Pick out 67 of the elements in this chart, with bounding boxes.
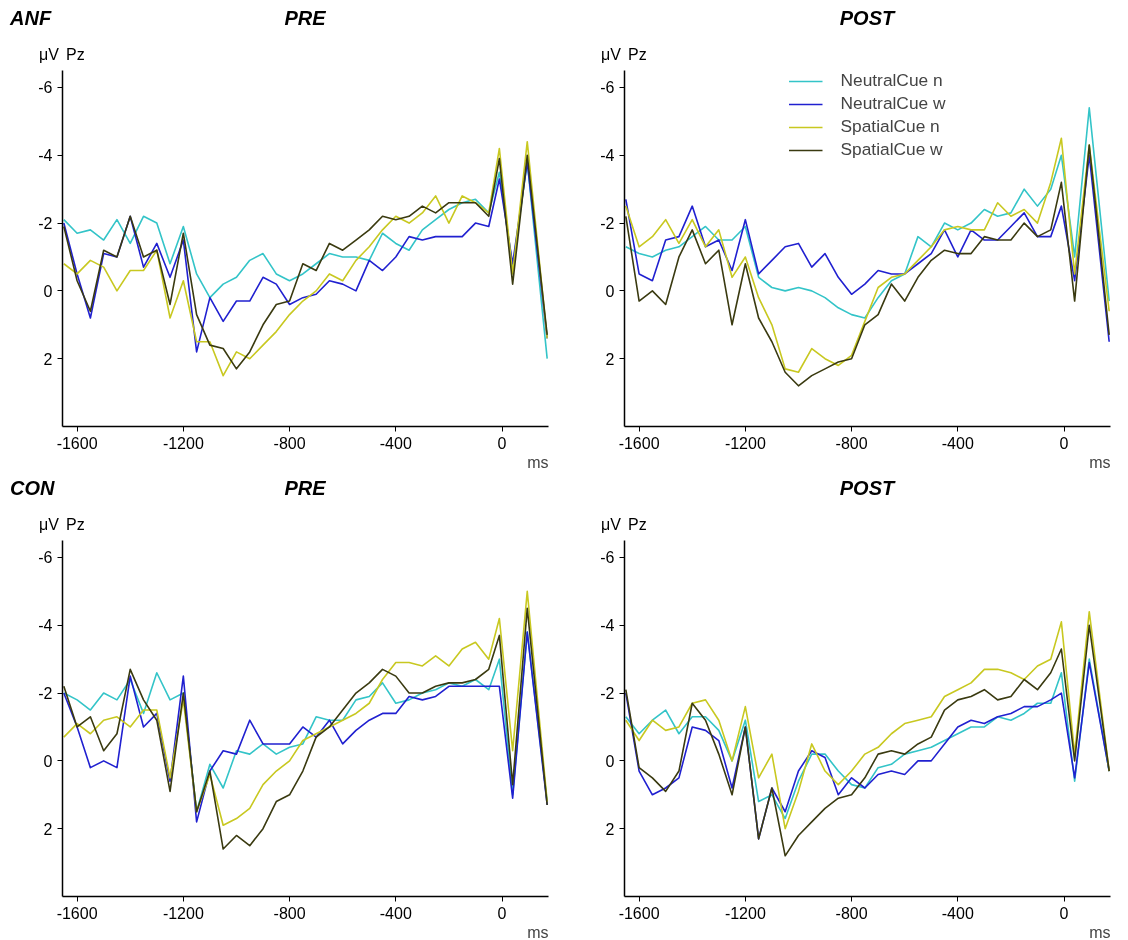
text: Pz: [628, 45, 647, 65]
y-tick-label: 2: [43, 820, 53, 838]
y-tick-label: 2: [43, 350, 53, 368]
x-tick-label: -1200: [724, 434, 766, 452]
y-tick-label: 2: [605, 820, 615, 838]
x-tick-label: -800: [273, 434, 306, 452]
x-tick-label: -1600: [618, 434, 660, 452]
y-axis-title: μV: [601, 45, 621, 65]
x-tick-label: -800: [835, 904, 868, 922]
y-tick-label: -2: [600, 215, 615, 233]
x-tick-label: -800: [273, 904, 306, 922]
line-series: [625, 107, 1110, 319]
text: Pz: [66, 515, 85, 535]
text: CON: [10, 476, 55, 501]
chart-title: PRE: [283, 6, 327, 31]
y-tick-label: -2: [38, 215, 53, 233]
y-tick-label: -2: [38, 685, 53, 703]
y-axis-title: μV: [39, 45, 59, 65]
y-tick-label: -2: [600, 685, 615, 703]
x-tick-label: 0: [497, 904, 507, 922]
y-tick-label: -6: [38, 549, 53, 567]
x-tick-label: 0: [1059, 434, 1069, 452]
chart-title: POST: [838, 6, 897, 31]
x-tick-label: -400: [941, 904, 974, 922]
y-tick-label: 0: [43, 282, 53, 300]
chart-title: POST: [838, 476, 897, 501]
y-tick-label: -6: [600, 79, 615, 97]
y-tick-label: -4: [600, 617, 615, 635]
legend-label: NeutralCue w: [840, 93, 946, 114]
x-tick-label: 0: [1059, 904, 1069, 922]
y-tick-label: -6: [600, 549, 615, 567]
x-axis-title: ms: [527, 923, 549, 940]
x-tick-label: -400: [379, 434, 412, 452]
line-series: [625, 610, 1110, 830]
x-tick-label: -1600: [618, 904, 660, 922]
y-tick-label: -6: [38, 79, 53, 97]
x-tick-label: -1200: [724, 904, 766, 922]
legend-label: SpatialCue n: [840, 116, 940, 137]
x-tick-label: 0: [497, 434, 507, 452]
x-axis-title: ms: [1089, 923, 1111, 940]
y-tick-label: 2: [605, 350, 615, 368]
legend-label: NeutralCue n: [840, 70, 943, 91]
line-series: [63, 607, 548, 850]
x-tick-label: -1600: [56, 904, 98, 922]
x-tick-label: -1600: [56, 434, 98, 452]
y-tick-label: 0: [605, 752, 615, 770]
x-tick-label: -800: [835, 434, 868, 452]
text: Pz: [66, 45, 85, 65]
x-tick-label: -400: [379, 904, 412, 922]
y-tick-label: -4: [38, 617, 53, 635]
text: ANF: [10, 6, 52, 31]
x-tick-label: -1200: [162, 904, 204, 922]
legend-label: SpatialCue w: [840, 139, 943, 160]
y-tick-label: -4: [38, 147, 53, 165]
x-axis-title: ms: [1089, 453, 1111, 471]
chart-title: PRE: [283, 476, 327, 501]
y-tick-label: -4: [600, 147, 615, 165]
x-axis-title: ms: [527, 453, 549, 471]
y-tick-label: 0: [43, 752, 53, 770]
y-tick-label: 0: [605, 282, 615, 300]
y-axis-title: μV: [601, 515, 621, 535]
line-series: [625, 624, 1110, 857]
y-axis-title: μV: [39, 515, 59, 535]
x-tick-label: -1200: [162, 434, 204, 452]
x-tick-label: -400: [941, 434, 974, 452]
text: Pz: [628, 515, 647, 535]
line-series: [63, 590, 548, 827]
